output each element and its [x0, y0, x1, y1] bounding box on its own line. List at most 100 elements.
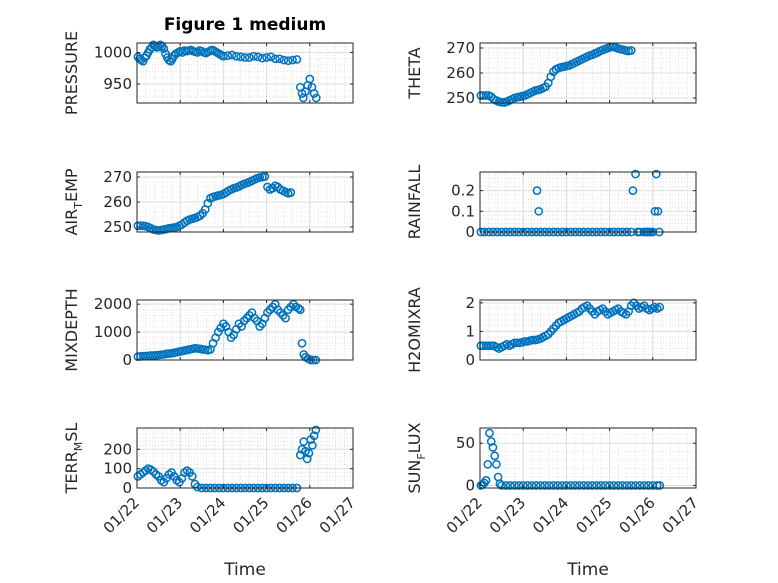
- data-series: [476, 428, 665, 490]
- axes-box: [136, 299, 354, 361]
- subplot-5: 0 1000 2000 MIXDEPTH: [62, 288, 354, 372]
- data-point: [286, 188, 296, 197]
- subplot-2: 250 260 270 THETA: [405, 39, 697, 107]
- data-point: [486, 341, 496, 351]
- y-tick-label: 0: [465, 223, 475, 241]
- data-point: [505, 481, 515, 490]
- data-point: [263, 182, 272, 192]
- data-point: [531, 481, 541, 490]
- data-point: [639, 481, 649, 490]
- data-point: [187, 472, 197, 481]
- y-tick-label: 270: [446, 39, 475, 57]
- y-tick-label: 260: [103, 193, 132, 211]
- data-point: [605, 481, 614, 490]
- subplot-1: 950 1000 PRESSURE: [62, 31, 354, 115]
- axes-box: [479, 171, 697, 233]
- data-point: [244, 53, 254, 62]
- data-point: [236, 52, 246, 62]
- data-point: [532, 186, 542, 195]
- data-point: [490, 451, 500, 461]
- y-axis-label: MIXDEPTH: [62, 288, 81, 371]
- y-tick-label: 0: [465, 351, 475, 369]
- data-point: [587, 481, 597, 490]
- data-point: [650, 206, 660, 216]
- y-tick-label: 260: [446, 64, 475, 82]
- data-point: [227, 50, 237, 60]
- data-point: [536, 481, 545, 490]
- x-tick-label: 01/23: [486, 494, 529, 537]
- data-point: [520, 337, 530, 346]
- data-point: [294, 304, 303, 313]
- data-point: [481, 476, 491, 485]
- data-point: [481, 91, 491, 100]
- data-point: [304, 448, 314, 458]
- data-point: [546, 72, 556, 82]
- data-point: [268, 183, 277, 193]
- x-tick-label: 01/24: [186, 494, 229, 537]
- data-point: [655, 481, 665, 490]
- y-tick-label: 0: [122, 479, 132, 497]
- data-point: [484, 341, 493, 351]
- y-tick-label: 2000: [94, 295, 132, 313]
- data-point: [592, 481, 601, 490]
- data-point: [534, 206, 544, 216]
- data-point: [257, 53, 267, 63]
- data-point: [518, 481, 528, 490]
- data-point: [562, 481, 571, 490]
- data-point: [253, 52, 263, 62]
- data-point: [523, 481, 532, 490]
- data-series: [133, 40, 321, 103]
- data-point: [311, 425, 321, 435]
- y-tick-label: 250: [446, 89, 475, 107]
- data-point: [618, 481, 627, 490]
- data-point: [240, 53, 250, 62]
- x-tick-label: 01/24: [529, 494, 572, 537]
- data-point: [628, 186, 638, 195]
- data-point: [514, 481, 524, 490]
- subplot-6: 0 1 2 H2OMIXRA: [405, 287, 697, 373]
- data-series: [476, 42, 636, 107]
- x-tick-label: 01/25: [572, 494, 615, 537]
- data-point: [266, 52, 276, 62]
- y-tick-label: 0: [465, 476, 475, 494]
- axes-box: [479, 427, 697, 489]
- data-point: [492, 459, 501, 469]
- data-point: [510, 481, 519, 490]
- x-tick-label: 01/25: [229, 494, 272, 537]
- plot-area: [480, 428, 696, 488]
- y-tick-label: 50: [456, 434, 475, 452]
- y-tick-label: 0.1: [451, 202, 475, 220]
- subplot-3: 250 260 270 AIRTEMP: [62, 168, 354, 236]
- data-point: [203, 198, 213, 208]
- axes-box: [479, 299, 697, 361]
- y-tick-label: 1000: [94, 43, 132, 61]
- data-point: [295, 305, 305, 315]
- data-point: [596, 481, 606, 490]
- data-point: [497, 481, 506, 490]
- data-point: [281, 313, 290, 323]
- data-series: [133, 172, 296, 235]
- x-tick-label: 01/22: [100, 494, 143, 537]
- data-point: [655, 302, 665, 312]
- data-point: [483, 459, 493, 469]
- data-point: [488, 443, 498, 452]
- data-series: [476, 298, 665, 353]
- data-point: [549, 481, 558, 490]
- data-point: [544, 481, 554, 490]
- data-point: [609, 481, 619, 490]
- data-point: [527, 481, 537, 490]
- data-point: [292, 55, 302, 64]
- data-point: [283, 56, 293, 66]
- data-point: [512, 338, 522, 348]
- data-point: [159, 44, 169, 54]
- data-point: [232, 51, 241, 61]
- x-tick-label: 01/22: [443, 494, 486, 537]
- data-point: [626, 481, 636, 490]
- y-axis-label: THETA: [405, 47, 424, 99]
- y-tick-label: 950: [103, 75, 132, 93]
- data-point: [570, 481, 580, 490]
- y-axis-label: AIRTEMP: [62, 168, 85, 235]
- data-point: [622, 481, 632, 490]
